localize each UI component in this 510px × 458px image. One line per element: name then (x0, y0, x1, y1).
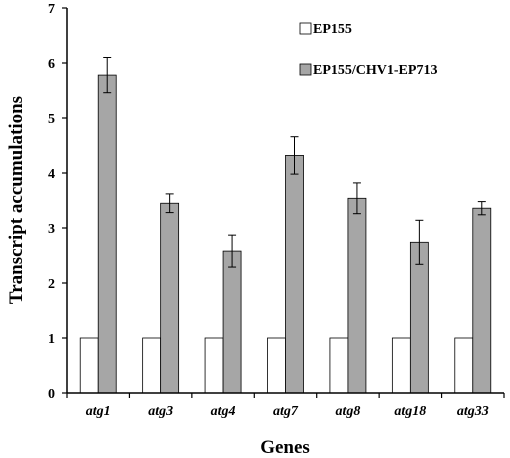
y-tick-label: 3 (48, 222, 55, 237)
bar-ep155-chv1-atg18 (409, 241, 429, 394)
y-tick-label: 5 (48, 112, 55, 127)
x-tick-label: atg1 (86, 404, 111, 419)
error-bars-layer (103, 57, 486, 268)
y-tick-label: 4 (48, 167, 55, 182)
y-tick-label: 0 (48, 387, 55, 402)
bar-ep155-chv1-atg33 (472, 207, 492, 394)
x-tick-label: atg8 (335, 404, 360, 419)
bar-ep155-atg1 (79, 337, 99, 394)
bar-ep155-chv1-atg8 (347, 197, 367, 394)
x-tick-label: atg7 (273, 404, 299, 419)
legend-label-ep155: EP155 (313, 22, 352, 37)
legend-swatch-ep155 (299, 22, 312, 35)
bar-ep155-atg18 (391, 337, 411, 394)
legend-label-ep155-chv1: EP155/CHV1-EP713 (313, 63, 437, 78)
x-tick-label: atg33 (457, 404, 489, 419)
bars-layer (79, 74, 492, 394)
legend: EP155 EP155/CHV1-EP713 (299, 22, 437, 78)
x-tick-label: atg18 (394, 404, 426, 419)
x-axis-title: Genes (260, 437, 310, 458)
legend-swatch-ep155-chv1 (299, 63, 312, 76)
x-tick-label: atg3 (148, 404, 173, 419)
bar-ep155-atg3 (142, 337, 162, 394)
y-tick-label: 2 (48, 277, 55, 292)
x-tick-label: atg4 (211, 404, 236, 419)
x-ticks-layer: atg1 atg3 atg4 atg7 atg8 atg18 atg33 (66, 393, 505, 419)
y-ticks-layer: 0 1 2 3 4 5 6 7 (48, 2, 67, 402)
bar-ep155-atg4 (204, 337, 224, 394)
y-tick-label: 6 (48, 57, 55, 72)
bar-ep155-chv1-atg7 (285, 154, 304, 394)
bar-ep155-chv1-atg4 (222, 250, 242, 394)
y-axis-title: Transcript accumulations (6, 96, 27, 304)
bar-ep155-chv1-atg1 (97, 74, 117, 394)
bar-ep155-atg33 (454, 337, 474, 394)
bar-ep155-atg7 (267, 337, 286, 394)
y-tick-label: 7 (48, 2, 55, 17)
bar-ep155-chv1-atg3 (160, 202, 180, 394)
bar-ep155-atg8 (329, 337, 349, 394)
y-tick-label: 1 (48, 332, 55, 347)
